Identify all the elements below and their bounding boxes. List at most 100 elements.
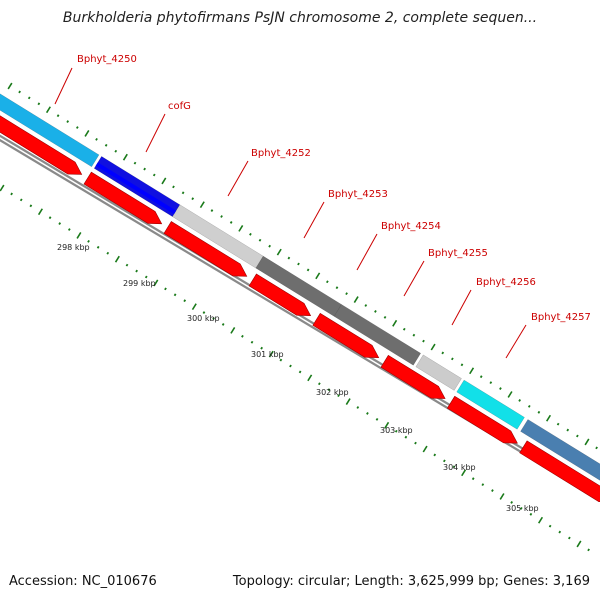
tick-mark <box>430 343 436 351</box>
label-leader-line <box>505 324 527 359</box>
tick-mark <box>345 398 351 405</box>
gene-labels: Bphyt_4250 cofG Bphyt_4252 Bphyt_4253 Bphyt_… <box>54 54 591 359</box>
scale-label: 305 kbp <box>506 504 539 513</box>
tick-mark <box>568 536 571 540</box>
tick-mark <box>394 429 398 433</box>
tick-mark <box>10 192 13 196</box>
tick-mark <box>114 255 120 263</box>
tick-mark <box>48 216 52 220</box>
tick-mark <box>87 239 90 243</box>
gene-label[interactable]: Bphyt_4256 <box>476 277 536 288</box>
tick-mark <box>489 381 493 385</box>
tick-mark <box>279 358 283 362</box>
tick-mark <box>499 387 502 390</box>
tick-mark <box>499 493 505 500</box>
tick-mark <box>56 114 60 118</box>
gene-label[interactable]: Bphyt_4252 <box>251 148 311 159</box>
tick-mark <box>164 287 167 291</box>
backbone-line <box>0 134 600 501</box>
tick-mark <box>122 153 128 161</box>
tick-mark <box>45 106 51 114</box>
tick-mark <box>414 441 417 445</box>
tick-mark <box>67 228 71 231</box>
tick-marks <box>0 82 598 552</box>
tick-mark <box>250 340 254 344</box>
tick-mark <box>172 185 175 189</box>
tick-mark <box>307 374 313 382</box>
tick-mark <box>325 280 329 284</box>
feature-block <box>520 419 600 481</box>
gene-label[interactable]: cofG <box>168 101 191 112</box>
tick-mark <box>230 326 236 334</box>
tick-mark <box>392 319 398 327</box>
tick-mark <box>125 263 129 267</box>
tick-mark <box>576 540 582 548</box>
tick-mark <box>481 483 485 487</box>
tick-mark <box>491 489 494 492</box>
label-leader-line <box>145 113 166 153</box>
feature-block <box>456 379 525 430</box>
scale-label: 298 kbp <box>57 243 90 252</box>
tick-mark <box>460 363 464 367</box>
tick-mark <box>384 421 390 429</box>
scale-label: 300 kbp <box>187 314 220 323</box>
tick-mark <box>191 303 197 311</box>
tick-mark <box>181 191 185 195</box>
tick-mark <box>289 364 292 368</box>
tick-mark <box>510 501 514 504</box>
tick-mark <box>441 351 445 355</box>
tick-mark <box>241 334 244 338</box>
tick-mark <box>461 469 467 477</box>
gene-label[interactable]: Bphyt_4255 <box>428 248 488 259</box>
tick-mark <box>18 90 21 94</box>
tick-mark <box>545 414 552 422</box>
tick-mark <box>37 102 41 106</box>
tick-mark <box>153 279 159 287</box>
tick-mark <box>152 173 156 177</box>
tick-mark <box>364 304 368 307</box>
tick-mark <box>537 516 544 524</box>
cds-arrow <box>519 440 600 502</box>
tick-mark <box>527 404 531 408</box>
tick-mark <box>268 350 274 358</box>
tick-mark <box>353 296 359 303</box>
accession-text: Accession: NC_010676 <box>9 574 157 589</box>
tick-mark <box>287 256 291 260</box>
gene-label[interactable]: Bphyt_4253 <box>328 189 388 200</box>
scale-labels: 298 kbp 299 kbp 300 kbp 301 kbp 302 kbp 303 k… <box>57 243 539 513</box>
label-leader-line <box>54 67 73 105</box>
tick-mark <box>306 268 310 272</box>
tick-mark <box>258 238 262 242</box>
backbone-highlight <box>0 137 600 498</box>
feature-block <box>415 354 462 391</box>
tick-mark <box>27 96 31 100</box>
cds-arrow <box>248 273 312 316</box>
gene-label[interactable]: Bphyt_4254 <box>381 221 441 232</box>
tick-mark <box>422 445 428 453</box>
feature-block <box>333 304 422 366</box>
tick-mark <box>548 524 552 528</box>
cds-track <box>0 115 600 502</box>
tick-mark <box>135 269 138 273</box>
tick-mark <box>229 221 233 224</box>
tick-mark <box>595 446 598 450</box>
tick-mark <box>404 435 408 439</box>
tick-mark <box>220 215 223 218</box>
tick-mark <box>374 310 377 313</box>
tick-mark <box>587 548 590 552</box>
map-title: Burkholderia phytofirmans PsJN chromosom… <box>62 10 538 26</box>
tick-mark <box>327 388 331 392</box>
cds-arrow <box>446 395 518 444</box>
tick-mark <box>199 201 205 209</box>
tick-mark <box>315 272 321 280</box>
tick-mark <box>433 453 437 457</box>
tick-mark <box>75 126 79 129</box>
tick-mark <box>249 232 252 236</box>
gene-label[interactable]: Bphyt_4257 <box>531 312 591 323</box>
tick-mark <box>412 333 416 337</box>
tick-mark <box>104 143 108 147</box>
gene-label[interactable]: Bphyt_4250 <box>77 54 137 65</box>
tick-mark <box>518 399 522 402</box>
tick-mark <box>238 224 244 232</box>
